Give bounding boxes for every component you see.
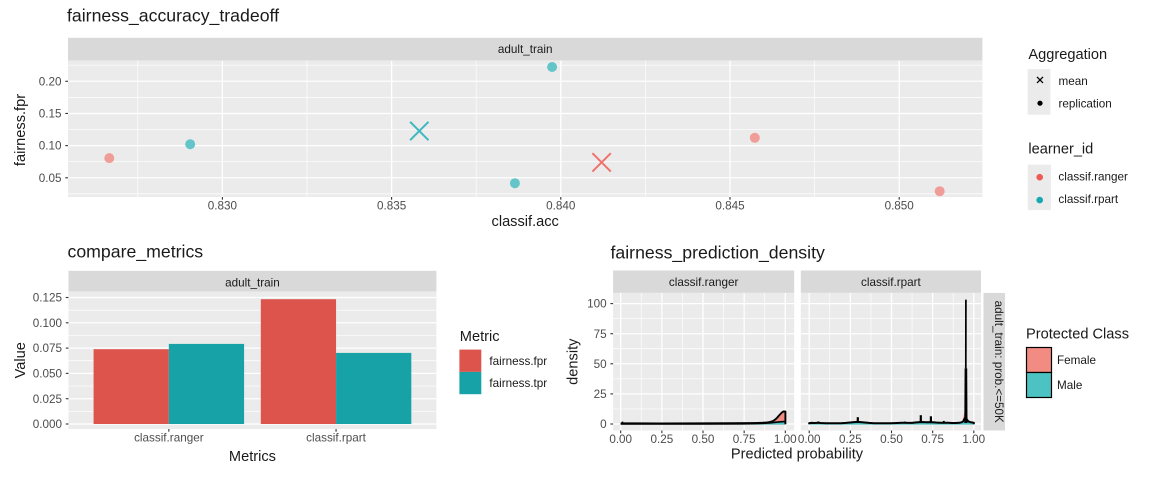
svg-text:0.125: 0.125 (33, 292, 63, 305)
svg-text:Value: Value (13, 342, 29, 378)
svg-text:Metric: Metric (460, 329, 500, 345)
svg-text:0.025: 0.025 (33, 393, 63, 406)
svg-text:fairness.fpr: fairness.fpr (489, 355, 547, 368)
svg-text:0.25: 0.25 (839, 433, 862, 446)
svg-text:Aggregation: Aggregation (1028, 47, 1107, 63)
svg-text:classif.ranger: classif.ranger (669, 276, 739, 289)
svg-text:25: 25 (594, 388, 608, 401)
svg-text:adult_train: prob.<=50K: adult_train: prob.<=50K (992, 301, 1005, 423)
svg-text:adult_train: adult_train (225, 277, 280, 290)
svg-text:0.20: 0.20 (39, 75, 62, 88)
svg-text:1.00: 1.00 (962, 433, 985, 446)
svg-text:classif.rpart: classif.rpart (306, 432, 367, 445)
svg-text:Predicted probability: Predicted probability (731, 447, 864, 463)
svg-text:75: 75 (594, 328, 608, 341)
svg-text:classif.rpart: classif.rpart (861, 276, 922, 289)
svg-text:1.00: 1.00 (774, 433, 797, 446)
svg-text:0.835: 0.835 (377, 200, 407, 213)
svg-text:replication: replication (1059, 98, 1112, 111)
svg-text:adult_train: adult_train (498, 43, 553, 56)
svg-text:0.10: 0.10 (39, 140, 62, 153)
svg-text:0.075: 0.075 (33, 342, 63, 355)
svg-text:classif.ranger: classif.ranger (1058, 171, 1128, 184)
svg-text:0: 0 (600, 418, 607, 431)
svg-text:100: 100 (587, 298, 607, 311)
svg-text:0.840: 0.840 (546, 200, 576, 213)
svg-text:Protected Class: Protected Class (1026, 327, 1129, 343)
svg-text:fairness.fpr: fairness.fpr (13, 94, 29, 166)
svg-text:Male: Male (1057, 379, 1082, 392)
svg-text:0.845: 0.845 (715, 200, 745, 213)
svg-text:density: density (566, 338, 582, 385)
svg-text:Metrics: Metrics (229, 449, 276, 465)
svg-text:0.50: 0.50 (692, 433, 715, 446)
svg-text:fairness.tpr: fairness.tpr (489, 377, 547, 390)
svg-text:0.100: 0.100 (33, 317, 63, 330)
svg-text:0.850: 0.850 (885, 200, 915, 213)
svg-text:mean: mean (1059, 75, 1088, 88)
svg-text:classif.rpart: classif.rpart (1058, 193, 1119, 206)
svg-text:classif.ranger: classif.ranger (134, 432, 204, 445)
svg-text:0.75: 0.75 (733, 433, 756, 446)
svg-text:Female: Female (1057, 354, 1096, 367)
svg-text:0.00: 0.00 (609, 433, 632, 446)
svg-text:0.25: 0.25 (650, 433, 673, 446)
svg-text:compare_metrics: compare_metrics (68, 242, 204, 263)
svg-text:50: 50 (594, 358, 608, 371)
svg-text:classif.acc: classif.acc (492, 214, 559, 230)
svg-text:0.830: 0.830 (208, 200, 238, 213)
svg-text:learner_id: learner_id (1028, 142, 1093, 158)
svg-text:fairness_accuracy_tradeoff: fairness_accuracy_tradeoff (67, 6, 279, 27)
svg-text:fairness_prediction_density: fairness_prediction_density (611, 243, 825, 264)
svg-text:0.00: 0.00 (798, 433, 821, 446)
svg-text:0.050: 0.050 (33, 368, 63, 381)
svg-text:0.15: 0.15 (39, 108, 62, 121)
svg-text:0.000: 0.000 (33, 418, 63, 431)
svg-text:0.05: 0.05 (39, 172, 62, 185)
svg-text:0.75: 0.75 (921, 433, 944, 446)
svg-text:0.50: 0.50 (880, 433, 903, 446)
